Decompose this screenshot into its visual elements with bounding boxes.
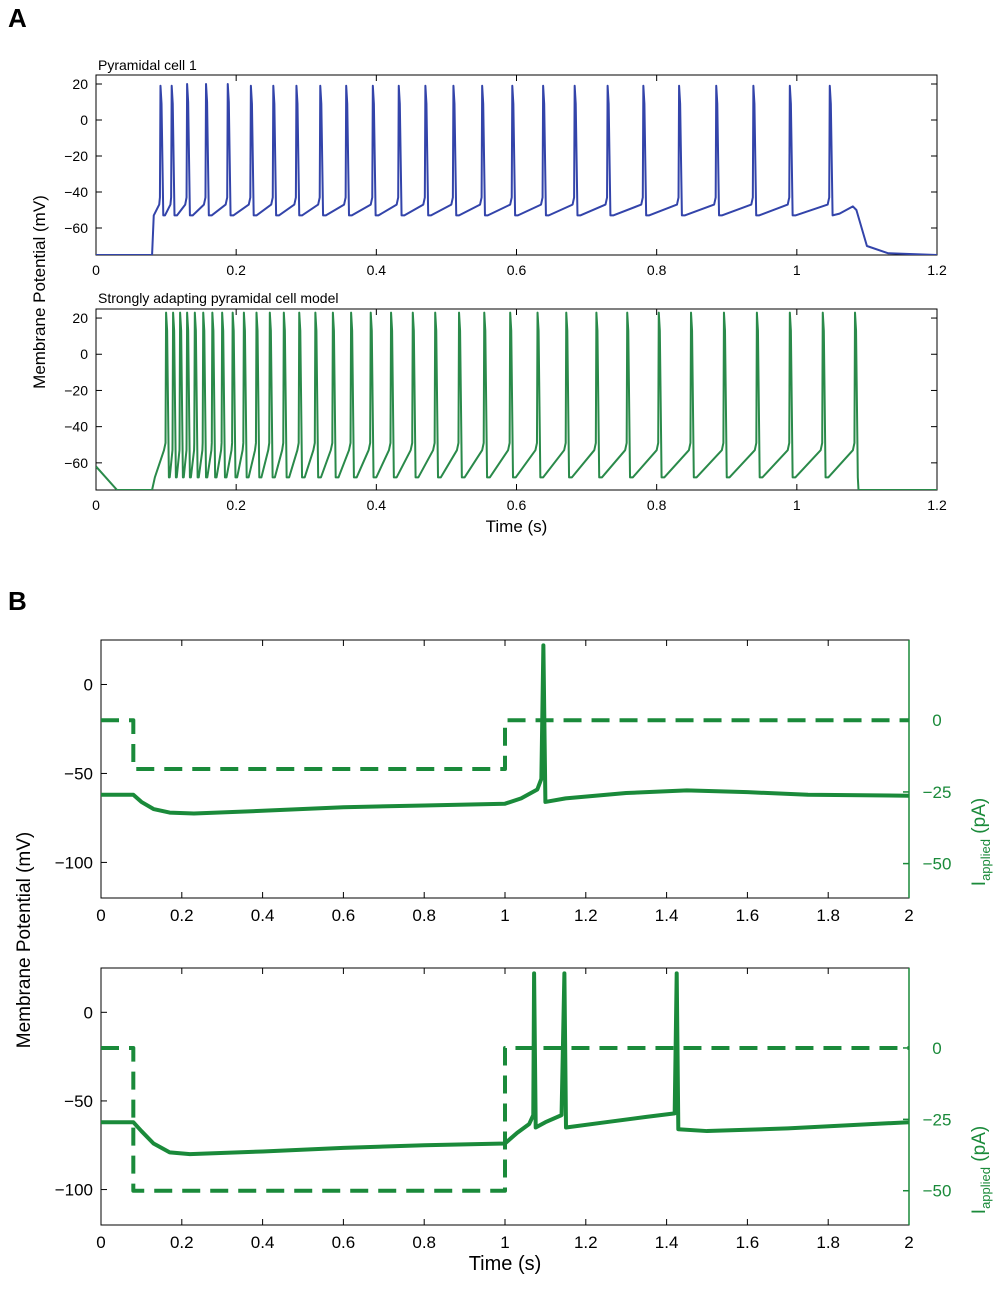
y-tick-label: −60 (64, 220, 88, 236)
panel-a-ylabel: Membrane Potential (mV) (30, 195, 49, 389)
x-tick-label: 0.4 (367, 497, 387, 513)
x-tick-label: 0.2 (170, 1233, 194, 1252)
y-tick-label: −20 (64, 148, 88, 164)
x-tick-label: 0.4 (251, 906, 275, 925)
x-tick-label: 0.6 (332, 1233, 356, 1252)
chart-a2: Strongly adapting pyramidal cell model 0 0… (64, 290, 947, 536)
x-tick-label: 1 (500, 906, 509, 925)
y-tick-label: −60 (64, 455, 88, 471)
y2-tick-label: −25 (923, 783, 952, 802)
x-tick-label: 0 (92, 262, 100, 278)
x-tick-label: 1.2 (927, 497, 947, 513)
x-tick-label: 1.6 (736, 906, 760, 925)
x-tick-label: 1 (793, 497, 801, 513)
chart-b2: 0 0.2 0.4 0.6 0.8 1 1.2 1.4 1.6 1.8 2 −100 −50 0 0 −25 −… (55, 967, 952, 1275)
y2-tick-label: −50 (923, 1182, 952, 1201)
x-tick-label: 0.2 (170, 906, 194, 925)
x-tick-label: 1.2 (927, 262, 947, 278)
y2-tick-label: 0 (932, 711, 941, 730)
x-tick-label: 1 (793, 262, 801, 278)
x-tick-label: 0.8 (647, 497, 667, 513)
x-tick-label: 0 (96, 1233, 105, 1252)
y2label-main: I (969, 1209, 990, 1214)
axes-frame (95, 74, 938, 256)
x-tick-label: 1.8 (816, 1233, 840, 1252)
y-tick-label: 0 (80, 346, 88, 362)
y2label-unit: (pA) (969, 1126, 990, 1167)
x-axis-label: Time (s) (469, 1253, 542, 1275)
plot-area (101, 643, 909, 816)
x-tick-label: 1.4 (655, 1233, 679, 1252)
current-trace (101, 1045, 909, 1193)
x-tick-label: 0.4 (367, 262, 387, 278)
x-tick-label: 1.2 (574, 906, 598, 925)
chart-title: Strongly adapting pyramidal cell model (98, 290, 338, 306)
panel-letter-b: B (8, 586, 27, 616)
x-tick-label: 0.8 (412, 1233, 436, 1252)
y-tick-label: −40 (64, 184, 88, 200)
x-tick-label: 1.6 (736, 1233, 760, 1252)
y2-tick-label: 0 (932, 1039, 941, 1058)
x-axis-label: Time (s) (486, 517, 548, 536)
y2label-sub: applied (978, 839, 993, 881)
y2label-main: I (969, 881, 990, 886)
y-tick-label: 0 (84, 1003, 93, 1022)
y2label-sub: applied (978, 1167, 993, 1209)
x-tick-label: 2 (904, 906, 913, 925)
chart-b1: 0 0.2 0.4 0.6 0.8 1 1.2 1.4 1.6 1.8 2 −100 −50 0 0 −25 −… (55, 639, 952, 925)
x-tick-label: 0.6 (507, 262, 527, 278)
y-tick-label: 20 (72, 310, 88, 326)
x-tick-label: 0.6 (507, 497, 527, 513)
y2-tick-label: −25 (923, 1110, 952, 1129)
x-tick-label: 0.6 (332, 906, 356, 925)
x-tick-label: 0.2 (226, 497, 246, 513)
plot-area (96, 83, 937, 255)
x-tick-label: 1.4 (655, 906, 679, 925)
voltage-trace (101, 643, 909, 816)
x-tick-label: 0.4 (251, 1233, 275, 1252)
y2label-unit: (pA) (969, 798, 990, 839)
plots: Pyramidal cell 1 0 0.2 0.4 0.6 0.8 1 1.2 −60 −40 −… (55, 57, 952, 1275)
y-tick-label: 0 (84, 675, 93, 694)
y-tick-label: 0 (80, 112, 88, 128)
panel-b-ylabel: Membrane Potential (mV) (14, 832, 35, 1048)
x-tick-label: 1.2 (574, 1233, 598, 1252)
svg-text:Iapplied (pA): Iapplied (pA) (969, 1126, 993, 1214)
axes-frame (100, 967, 910, 1226)
chart-a1: Pyramidal cell 1 0 0.2 0.4 0.6 0.8 1 1.2 −60 −40 −… (64, 57, 947, 278)
y-tick-label: −100 (55, 1181, 93, 1200)
x-tick-label: 1.8 (816, 906, 840, 925)
x-tick-label: 0 (92, 497, 100, 513)
voltage-trace (96, 311, 937, 490)
svg-text:Iapplied (pA): Iapplied (pA) (969, 798, 993, 886)
x-tick-label: 0.8 (647, 262, 667, 278)
panel-b1-y2label: Iapplied (pA) (969, 798, 993, 886)
y-tick-label: −50 (64, 764, 93, 783)
x-tick-label: 0 (96, 906, 105, 925)
y2-tick-label: −50 (923, 855, 952, 874)
y-tick-label: −100 (55, 853, 93, 872)
chart-title: Pyramidal cell 1 (98, 57, 197, 73)
voltage-trace (101, 971, 909, 1157)
x-tick-label: 2 (904, 1233, 913, 1252)
panel-letter-a: A (8, 3, 27, 33)
voltage-trace (96, 83, 937, 255)
y-tick-label: −40 (64, 419, 88, 435)
x-tick-label: 0.8 (412, 906, 436, 925)
y-tick-label: 20 (72, 76, 88, 92)
panel-b2-y2label: Iapplied (pA) (969, 1126, 993, 1214)
plot-area (101, 971, 909, 1193)
current-trace (101, 718, 909, 771)
plot-area (96, 311, 937, 490)
x-tick-label: 1 (500, 1233, 509, 1252)
y-tick-label: −20 (64, 382, 88, 398)
x-tick-label: 0.2 (226, 262, 246, 278)
y-tick-label: −50 (64, 1092, 93, 1111)
